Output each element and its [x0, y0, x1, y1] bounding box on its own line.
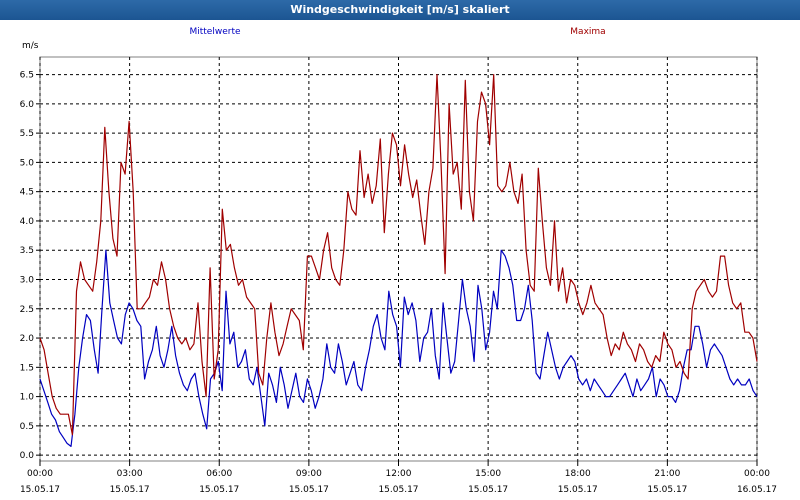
- y-tick-label: 6.0: [20, 100, 35, 110]
- x-axis-ticks: 00:00 15.05.17 03:00 15.05.17 06:00 15.05.17 0…: [20, 461, 777, 495]
- y-axis-ticks: 0.0 0.5 1.0 1.5 2.0 2.5 3.0 3.5 4.0 4.5 5.0 5.5 6.0 6…: [20, 71, 40, 461]
- y-axis-label: m/s: [22, 41, 39, 51]
- x-tick-time: 00:00: [27, 469, 53, 479]
- y-tick-label: 3.5: [20, 246, 34, 256]
- y-tick-label: 5.5: [20, 129, 34, 139]
- x-tick-date: 15.05.17: [289, 485, 329, 495]
- x-tick-time: 21:00: [654, 469, 680, 479]
- series-layer: [39, 73, 758, 447]
- y-tick-label: 2.5: [20, 305, 34, 315]
- x-tick-time: 09:00: [296, 469, 322, 479]
- legend-mittelwerte: Mittelwerte: [189, 27, 240, 37]
- legend-maxima: Maxima: [570, 27, 605, 37]
- x-tick-date: 15.05.17: [468, 485, 508, 495]
- x-tick-date: 15.05.17: [378, 485, 418, 495]
- x-tick-time: 12:00: [386, 469, 412, 479]
- series-maxima-line: [39, 73, 758, 436]
- window-title: Windgeschwindigkeit [m/s] skaliert: [0, 0, 800, 20]
- x-tick-date: 15.05.17: [199, 485, 239, 495]
- x-tick-date: 16.05.17: [737, 485, 777, 495]
- x-tick-date: 15.05.17: [110, 485, 150, 495]
- y-tick-label: 4.0: [20, 217, 35, 227]
- y-tick-label: 6.5: [20, 71, 34, 81]
- y-tick-label: 5.0: [20, 158, 35, 168]
- x-tick-date: 15.05.17: [647, 485, 687, 495]
- y-tick-label: 0.0: [20, 451, 35, 461]
- y-tick-label: 3.0: [20, 275, 35, 285]
- x-tick-time: 15:00: [475, 469, 501, 479]
- y-tick-label: 1.5: [20, 363, 34, 373]
- x-tick-time: 18:00: [565, 469, 591, 479]
- y-tick-label: 0.5: [20, 422, 34, 432]
- x-tick-time: 00:00: [744, 469, 770, 479]
- series-mittelwerte-line: [39, 249, 758, 447]
- wind-speed-chart: 0.0 0.5 1.0 1.5 2.0 2.5 3.0 3.5 4.0 4.5 5.0 5.5 6.0 6…: [20, 27, 777, 495]
- y-tick-label: 2.0: [20, 334, 35, 344]
- y-tick-label: 1.0: [20, 393, 35, 403]
- x-tick-date: 15.05.17: [20, 485, 60, 495]
- y-tick-label: 4.5: [20, 188, 34, 198]
- x-tick-time: 03:00: [117, 469, 143, 479]
- x-tick-time: 06:00: [206, 469, 232, 479]
- x-tick-date: 15.05.17: [558, 485, 598, 495]
